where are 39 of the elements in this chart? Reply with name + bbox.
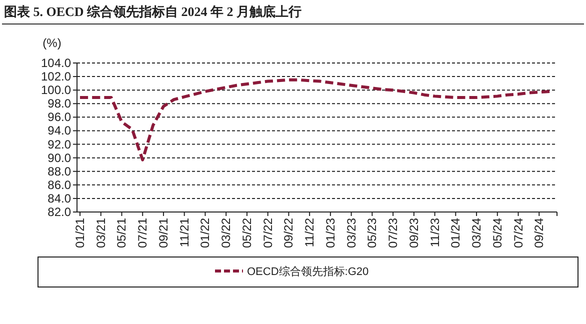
x-tick-label: 09/23	[406, 218, 421, 248]
x-tick-label: 07/24	[511, 218, 526, 248]
y-tick-label: 86.0	[48, 178, 72, 192]
y-axis-title: (%)	[42, 36, 62, 50]
x-tick-label: 01/24	[448, 218, 463, 248]
x-tick-label: 09/24	[532, 218, 546, 248]
y-tick-label: 96.0	[48, 110, 72, 124]
legend-label: OECD综合领先指标:G20	[247, 265, 369, 278]
x-tick-label: 07/22	[260, 218, 275, 248]
x-tick-label: 11/23	[428, 218, 442, 248]
x-tick-label: 05/21	[114, 218, 129, 248]
y-tick-label: 104.0	[40, 56, 72, 70]
x-tick-label: 07/21	[136, 218, 150, 248]
y-tick-label: 98.0	[48, 96, 72, 111]
x-tick-label: 01/23	[323, 218, 338, 248]
y-tick-label: 88.0	[48, 164, 72, 178]
y-tick-label: 84.0	[48, 191, 72, 206]
y-tick-label: 94.0	[48, 124, 72, 138]
x-tick-label: 03/24	[470, 218, 484, 248]
y-tick-label: 92.0	[48, 137, 72, 152]
x-tick-label: 07/23	[386, 218, 400, 248]
line-series	[78, 78, 552, 162]
y-tick-label: 102.0	[40, 70, 72, 84]
y-tick-label: 100.0	[40, 83, 72, 98]
y-tick-label: 82.0	[48, 205, 72, 219]
y-tick-label: 90.0	[48, 150, 72, 165]
x-tick-label: 01/22	[198, 218, 212, 248]
chart-title: 图表 5. OECD 综合领先指标自 2024 年 2 月触底上行	[4, 4, 302, 19]
x-tick-label: 05/23	[365, 218, 380, 248]
x-tick-label: 11/22	[302, 218, 317, 248]
x-tick-label: 03/22	[219, 218, 234, 248]
x-tick-label: 01/21	[73, 218, 87, 248]
x-tick-label: 09/21	[156, 218, 170, 248]
x-tick-label: 05/22	[240, 218, 254, 248]
x-tick-label: 03/21	[94, 218, 108, 248]
x-tick-label: 11/21	[177, 218, 192, 248]
x-tick-label: 09/22	[282, 218, 296, 248]
x-tick-label: 05/24	[490, 218, 504, 248]
x-tick-label: 03/23	[344, 218, 358, 248]
